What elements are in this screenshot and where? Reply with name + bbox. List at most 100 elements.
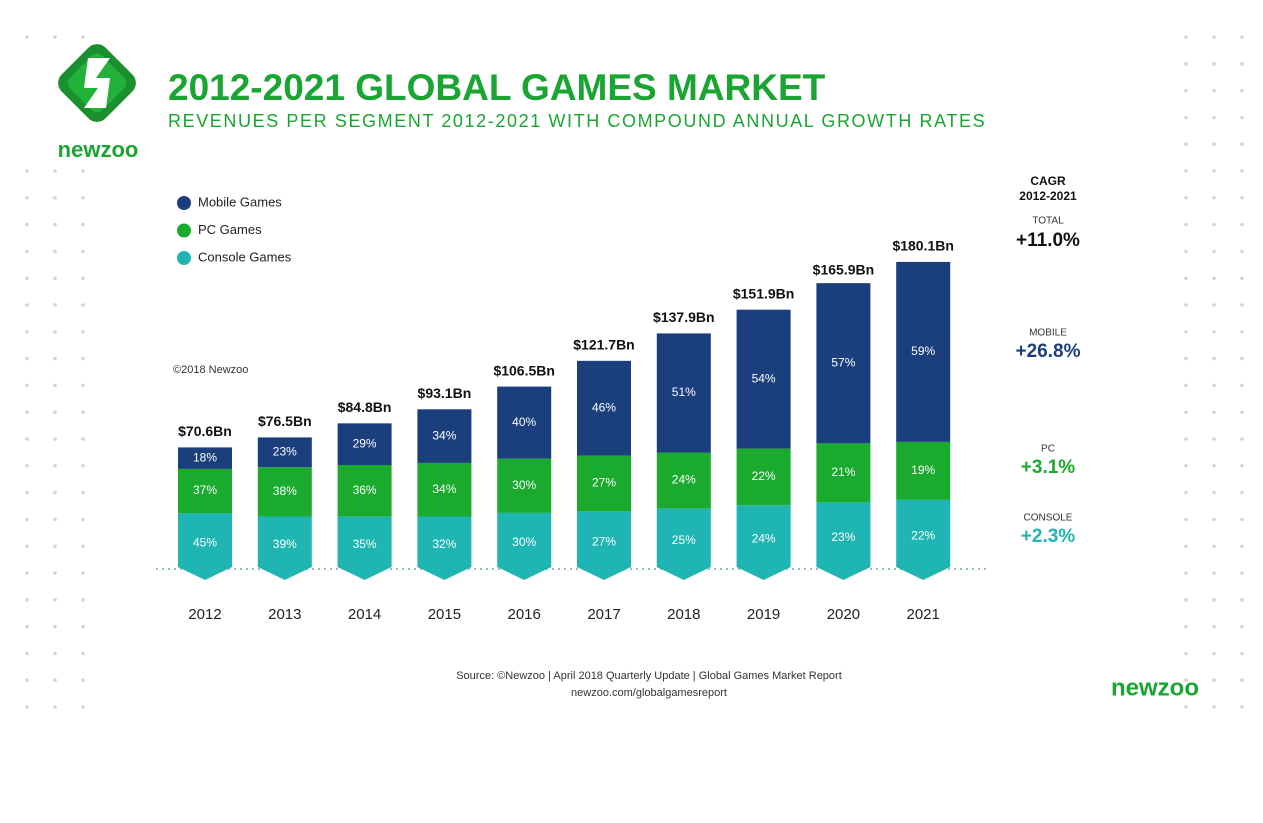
x-tick-label: 2017: [587, 606, 620, 623]
dot: [25, 222, 29, 227]
dot: [53, 169, 57, 173]
dot: [25, 410, 29, 415]
logo: [58, 44, 136, 122]
bar-segment: [656, 508, 711, 580]
dot: [81, 249, 85, 254]
dot: [1212, 356, 1216, 361]
dot: [53, 196, 57, 200]
segment-label: 57%: [831, 355, 855, 369]
cagr-value: +11.0%: [1016, 230, 1080, 251]
segment-label: 34%: [432, 482, 456, 496]
dot: [81, 356, 85, 361]
dot: [1184, 410, 1188, 415]
dot: [1240, 464, 1244, 468]
bar-segment: [577, 360, 631, 456]
dot: [1240, 249, 1244, 254]
total-label: $70.6Bn: [178, 423, 232, 439]
dot: [25, 356, 29, 361]
dot: [81, 705, 85, 709]
bar-segment: [337, 516, 392, 580]
x-tick-label: 2019: [747, 606, 780, 623]
dot: [25, 490, 29, 495]
dot: [1212, 303, 1216, 307]
dot: [53, 222, 57, 227]
dot: [53, 276, 57, 281]
dot: [25, 678, 29, 682]
bar-segment: [816, 283, 871, 444]
dot: [1184, 303, 1188, 307]
segment-label: 22%: [911, 529, 935, 543]
dot: [1184, 142, 1188, 146]
dot: [1184, 115, 1188, 120]
dot: [81, 678, 85, 682]
footer-logo: newzoo: [1111, 674, 1199, 701]
dot: [1212, 222, 1216, 227]
dot: [1212, 330, 1216, 334]
bar-segment: [736, 448, 791, 506]
dot: [53, 410, 57, 415]
cagr-period: 2012-2021: [1019, 189, 1077, 203]
dot: [1212, 35, 1216, 39]
total-label: $84.8Bn: [338, 399, 392, 415]
total-label: $93.1Bn: [418, 385, 472, 401]
dot: [25, 464, 29, 468]
dot: [53, 517, 57, 522]
cagr-label: MOBILE: [1029, 328, 1067, 339]
dot: [1184, 517, 1188, 522]
segment-label: 23%: [831, 530, 855, 544]
dot: [25, 383, 29, 388]
bar-segment: [417, 409, 472, 463]
dot: [1212, 142, 1216, 146]
dot: [1184, 678, 1188, 682]
dot: [81, 437, 85, 441]
dot: [1184, 383, 1188, 388]
bar-segment: [178, 513, 232, 580]
cagr-value: +3.1%: [1021, 457, 1076, 478]
dot: [25, 705, 29, 709]
segment-label: 29%: [353, 436, 377, 450]
dot: [1212, 651, 1216, 656]
dot: [1240, 490, 1244, 495]
dot: [1212, 383, 1216, 388]
dot: [1212, 544, 1216, 548]
dot: [81, 196, 85, 200]
dot: [1212, 571, 1216, 575]
x-tick-label: 2014: [348, 606, 381, 623]
segment-label: 30%: [512, 535, 536, 549]
dot: [1240, 678, 1244, 682]
segment-label: 30%: [512, 478, 536, 492]
dot: [1212, 437, 1216, 441]
segment-label: 54%: [752, 371, 776, 385]
dot: [1240, 437, 1244, 441]
dot: [25, 651, 29, 656]
dot: [1240, 598, 1244, 602]
dot: [1240, 303, 1244, 307]
segment-label: 19%: [911, 463, 935, 477]
legend-label: PC Games: [198, 222, 262, 237]
dot: [1184, 62, 1188, 66]
dot: [1212, 598, 1216, 602]
x-tick-label: 2020: [827, 606, 860, 623]
bar-segment: [178, 447, 232, 469]
dot: [1240, 62, 1244, 66]
dot: [1184, 651, 1188, 656]
dot: [1240, 544, 1244, 548]
dot: [1184, 249, 1188, 254]
x-tick-label: 2016: [508, 606, 541, 623]
segment-label: 27%: [592, 476, 616, 490]
segment-label: 34%: [432, 428, 456, 442]
dot: [25, 35, 29, 39]
segment-label: 45%: [193, 535, 217, 549]
dot: [1212, 169, 1216, 173]
cagr-label: TOTAL: [1032, 216, 1064, 227]
dot: [1240, 196, 1244, 200]
dot: [81, 624, 85, 629]
dot: [1240, 88, 1244, 93]
dot: [25, 571, 29, 575]
segment-label: 38%: [273, 484, 297, 498]
x-tick-label: 2012: [188, 606, 221, 623]
segment-label: 40%: [512, 415, 536, 429]
dot: [53, 330, 57, 334]
